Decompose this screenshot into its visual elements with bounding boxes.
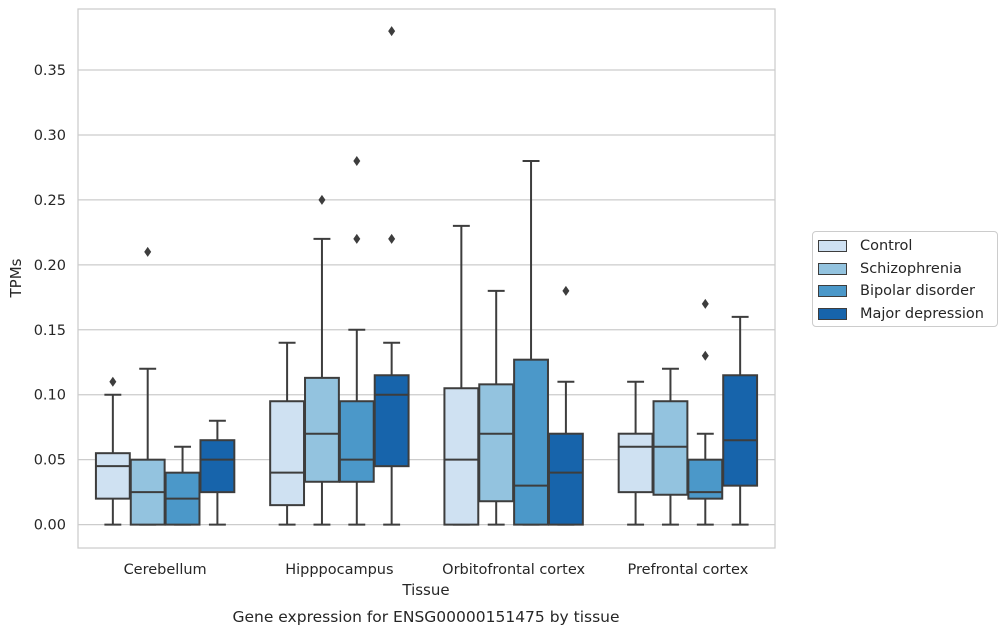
iqr-box [722, 374, 759, 487]
box-control [94, 376, 131, 526]
chart-title: Gene expression for ENSG00000151475 by t… [232, 608, 619, 626]
box-control [269, 341, 306, 526]
box-bipolar-disorder [338, 155, 375, 526]
y-tick-label: 0.00 [34, 518, 66, 534]
outlier-marker [701, 350, 709, 361]
axes-frame [77, 8, 776, 549]
box-schizophrenia [129, 246, 166, 526]
iqr-box [269, 400, 306, 507]
box-bipolar-disorder [687, 298, 724, 526]
outlier-marker [353, 155, 361, 166]
iqr-box [513, 358, 549, 526]
iqr-box [443, 387, 480, 526]
legend-label-bipolar-disorder: Bipolar disorder [860, 283, 975, 300]
x-tick-labels: Cerebellum Hipppocampus Orbitofrontal cort… [124, 562, 749, 578]
outlier-marker [388, 26, 396, 37]
legend-swatch-control [818, 240, 847, 253]
outlier-marker [353, 233, 361, 244]
legend: Control Schizophrenia Bipolar disorder M… [812, 231, 998, 327]
x-tick-label: Cerebellum [124, 562, 207, 578]
box-major-depression [373, 26, 410, 526]
legend-label-control: Control [860, 238, 913, 255]
box-major-depression [199, 419, 236, 526]
legend-item-bipolar-disorder: Bipolar disorder [818, 280, 997, 303]
outlier-marker [109, 376, 117, 387]
iqr-box [94, 452, 131, 500]
x-tick-label: Prefrontal cortex [627, 562, 748, 578]
y-tick-label: 0.05 [34, 453, 66, 469]
iqr-box [547, 432, 584, 526]
outlier-marker [562, 285, 570, 296]
legend-item-major-depression: Major depression [818, 303, 997, 326]
box-major-depression [722, 315, 759, 526]
y-tick-label: 0.30 [34, 128, 66, 144]
y-tick-labels: 0.00 0.05 0.10 0.15 0.20 0.25 0.30 0.35 [34, 63, 66, 534]
y-axis-label: TPMs [7, 258, 25, 298]
x-axis-label: Tissue [401, 581, 449, 599]
box-bipolar-disorder [164, 445, 201, 526]
iqr-box [304, 376, 340, 483]
box-control [617, 380, 654, 526]
legend-item-control: Control [818, 235, 997, 258]
outlier-marker [318, 194, 326, 205]
box-schizophrenia [478, 289, 515, 526]
y-tick-label: 0.10 [34, 388, 66, 404]
boxes-layer [94, 26, 759, 526]
gridlines [78, 69, 775, 526]
box-schizophrenia [652, 367, 689, 526]
outlier-marker [144, 246, 152, 257]
y-tick-label: 0.20 [34, 258, 66, 274]
box-schizophrenia [304, 194, 340, 526]
legend-swatch-major-depression [818, 307, 847, 320]
y-tick-label: 0.35 [34, 63, 66, 79]
iqr-box [617, 432, 654, 494]
outlier-marker [388, 233, 396, 244]
iqr-box [478, 383, 515, 503]
legend-label-major-depression: Major depression [860, 305, 984, 322]
y-tick-label: 0.25 [34, 193, 66, 209]
legend-swatch-schizophrenia [818, 262, 847, 275]
legend-item-schizophrenia: Schizophrenia [818, 258, 997, 281]
y-tick-label: 0.15 [34, 323, 66, 339]
legend-swatch-bipolar-disorder [818, 285, 847, 298]
x-tick-label: Orbitofrontal cortex [442, 562, 585, 578]
iqr-box [652, 400, 689, 496]
box-bipolar-disorder [513, 159, 549, 526]
box-major-depression [547, 285, 584, 526]
outlier-marker [701, 298, 709, 309]
box-control [443, 224, 480, 526]
iqr-box [199, 439, 236, 494]
iqr-box [373, 374, 410, 468]
legend-label-schizophrenia: Schizophrenia [860, 260, 962, 277]
iqr-box [338, 400, 375, 483]
x-tick-label: Hipppocampus [285, 562, 393, 578]
